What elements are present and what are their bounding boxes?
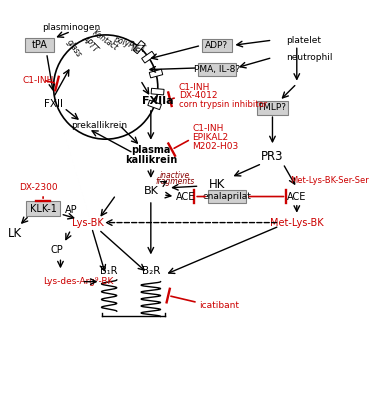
Text: kallikrein: kallikrein [125, 155, 177, 165]
Text: B₂R: B₂R [142, 266, 160, 276]
Text: Kontact: Kontact [91, 28, 120, 52]
Text: platelet: platelet [287, 36, 321, 45]
Text: AP: AP [64, 206, 77, 216]
FancyBboxPatch shape [25, 38, 55, 52]
Text: HK: HK [209, 178, 225, 191]
Bar [148, 100, 161, 110]
Bar [133, 40, 145, 54]
Text: APTT: APTT [80, 34, 100, 54]
Bar [151, 88, 164, 95]
Text: prekallikrein: prekallikrein [70, 121, 127, 130]
Text: ACE: ACE [287, 192, 307, 202]
Bar [149, 69, 163, 78]
Text: icatibant: icatibant [199, 302, 240, 310]
Text: LK: LK [8, 226, 22, 240]
Text: DX-2300: DX-2300 [19, 183, 57, 192]
Text: fragments: fragments [155, 177, 195, 186]
Text: PMA, IL-8?: PMA, IL-8? [194, 65, 240, 74]
FancyBboxPatch shape [202, 39, 232, 52]
Text: ACE: ACE [176, 192, 195, 202]
Text: Lys-BK: Lys-BK [72, 218, 104, 228]
Text: tPA: tPA [32, 40, 47, 50]
Text: inactive: inactive [160, 171, 190, 180]
Text: PR3: PR3 [261, 150, 284, 163]
Bar [142, 51, 155, 63]
Text: FXIIa: FXIIa [142, 96, 174, 106]
Text: FMLP?: FMLP? [258, 104, 287, 112]
Text: EPIKAL2: EPIKAL2 [193, 133, 229, 142]
Text: C1-INH: C1-INH [193, 124, 224, 133]
Text: enalaprilat: enalaprilat [203, 192, 252, 201]
Text: Lys-des-Arg⁹-BK: Lys-des-Arg⁹-BK [43, 277, 113, 286]
Text: BK: BK [143, 186, 158, 196]
Text: C1-INH: C1-INH [179, 82, 210, 92]
Text: corn trypsin inhibitor: corn trypsin inhibitor [179, 100, 267, 109]
Text: B₁R: B₁R [100, 266, 118, 276]
Text: DX-4012: DX-4012 [179, 91, 217, 100]
Text: NET: NET [131, 44, 147, 54]
Text: Met-Lys-BK: Met-Lys-BK [270, 218, 324, 228]
FancyBboxPatch shape [208, 190, 246, 203]
FancyBboxPatch shape [26, 201, 61, 216]
Text: Met-Lys-BK-Ser-Ser: Met-Lys-BK-Ser-Ser [290, 176, 369, 185]
Text: C1-INH: C1-INH [22, 76, 53, 85]
Text: plasminogen: plasminogen [42, 24, 100, 32]
Text: neutrophil: neutrophil [287, 53, 333, 62]
Text: polyP: polyP [112, 34, 134, 50]
Text: CP: CP [51, 245, 63, 255]
FancyBboxPatch shape [198, 63, 236, 76]
Text: FXII: FXII [44, 100, 63, 110]
Text: KLK-1: KLK-1 [30, 204, 56, 214]
Text: plasma: plasma [131, 145, 171, 155]
Text: ADP?: ADP? [205, 41, 229, 50]
Text: glass: glass [65, 38, 84, 60]
FancyBboxPatch shape [257, 101, 288, 114]
Text: M202-H03: M202-H03 [193, 142, 239, 151]
